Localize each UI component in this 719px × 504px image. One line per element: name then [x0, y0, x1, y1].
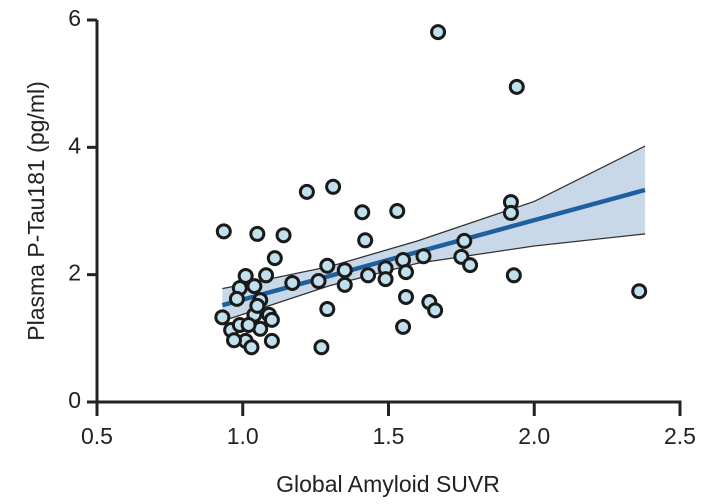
point — [415, 248, 432, 265]
point — [215, 223, 232, 240]
point — [389, 203, 406, 219]
x-tick-label: 2.0 — [518, 423, 550, 449]
point — [427, 302, 444, 319]
point — [456, 232, 473, 249]
point — [275, 227, 292, 244]
x-axis-label: Global Amyloid SUVR — [276, 471, 500, 497]
x-tick-label: 0.5 — [81, 423, 113, 449]
point — [505, 267, 522, 284]
band-upper — [222, 145, 646, 290]
point — [462, 257, 479, 274]
point — [298, 183, 315, 200]
point — [325, 178, 342, 195]
point — [313, 339, 330, 356]
y-tick-label: 2 — [68, 260, 81, 286]
y-axis-label: Plasma P-Tau181 (pg/ml) — [23, 81, 49, 341]
point — [319, 301, 336, 318]
point — [430, 24, 447, 41]
point — [214, 309, 231, 326]
point — [508, 78, 525, 95]
point — [228, 290, 245, 307]
point — [249, 225, 266, 242]
x-tick-label: 1.5 — [373, 423, 405, 449]
regression-line — [221, 187, 646, 308]
band-lower — [222, 233, 646, 322]
point — [310, 273, 327, 290]
point — [263, 332, 280, 349]
point — [243, 339, 260, 356]
x-tick-label: 1.0 — [227, 423, 259, 449]
point — [397, 264, 414, 281]
point — [502, 204, 519, 221]
point — [360, 267, 377, 284]
point — [266, 250, 283, 267]
point — [284, 274, 301, 291]
point — [226, 332, 243, 349]
point — [246, 278, 263, 295]
point — [377, 271, 394, 288]
point — [336, 276, 353, 293]
point — [397, 288, 414, 305]
point — [354, 204, 371, 221]
y-tick-label: 0 — [68, 387, 81, 413]
point — [249, 297, 266, 314]
point — [357, 232, 374, 249]
point — [263, 311, 280, 328]
point — [336, 262, 353, 279]
y-tick-label: 4 — [68, 132, 81, 158]
point — [631, 283, 648, 300]
point — [237, 267, 254, 284]
point — [258, 267, 275, 284]
point — [240, 316, 257, 333]
y-tick-label: 6 — [68, 5, 81, 31]
point — [395, 318, 412, 335]
point — [319, 257, 336, 274]
x-tick-label: 2.5 — [664, 423, 696, 449]
